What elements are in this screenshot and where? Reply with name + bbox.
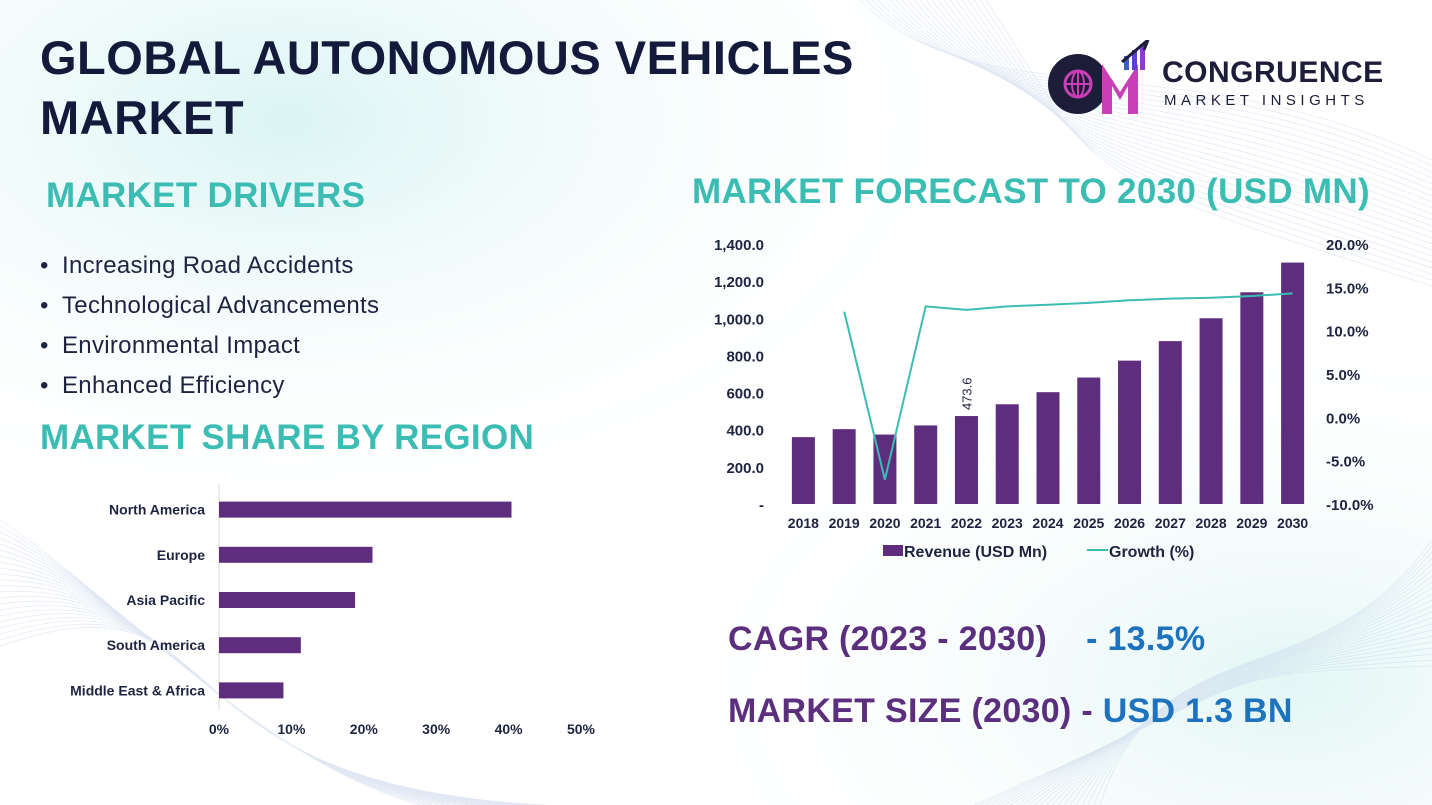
forecast-year-label: 2025: [1073, 515, 1104, 531]
region-category-label: Asia Pacific: [126, 592, 205, 608]
cagr-stat: CAGR (2023 - 2030) - 13.5%: [728, 620, 1205, 659]
market-size-stat: MARKET SIZE (2030) - USD 1.3 BN: [728, 692, 1293, 731]
forecast-year-label: 2020: [869, 515, 900, 531]
forecast-left-tick-label: 200.0: [726, 460, 764, 477]
driver-text: Environmental Impact: [62, 332, 301, 359]
region-x-tick-label: 40%: [495, 721, 524, 737]
bullet-icon: •: [40, 292, 49, 319]
forecast-right-tick-label: 15.0%: [1326, 280, 1369, 297]
forecast-year-label: 2029: [1236, 515, 1267, 531]
forecast-data-label: 473.6: [959, 377, 974, 410]
cagr-label: CAGR (2023 - 2030): [728, 620, 1048, 658]
forecast-left-tick-label: -: [759, 497, 764, 514]
logo-name: CONGRUENCE: [1162, 56, 1384, 89]
forecast-right-tick-label: 0.0%: [1326, 410, 1360, 427]
forecast-left-tick-label: 600.0: [726, 386, 764, 403]
logo-subtitle: MARKET INSIGHTS: [1164, 92, 1369, 109]
bullet-icon: •: [40, 332, 49, 359]
forecast-left-tick-label: 1,000.0: [714, 311, 764, 328]
forecast-right-tick-label: -5.0%: [1326, 454, 1365, 471]
forecast-revenue-bar: [914, 425, 938, 504]
forecast-revenue-bar: [1281, 262, 1305, 504]
driver-text: Enhanced Efficiency: [62, 372, 285, 399]
forecast-left-tick-label: 1,400.0: [714, 237, 764, 254]
forecast-revenue-bar: [1118, 360, 1142, 504]
list-item: • Technological Advancements: [40, 288, 379, 328]
region-category-label: North America: [109, 502, 205, 518]
forecast-heading: MARKET FORECAST TO 2030 (USD MN): [692, 172, 1370, 211]
legend-growth-label: Growth (%): [1109, 544, 1194, 561]
market-size-value: USD 1.3 BN: [1102, 692, 1293, 730]
forecast-year-label: 2021: [910, 515, 941, 531]
forecast-right-tick-label: 5.0%: [1326, 367, 1360, 384]
region-bar: [219, 682, 284, 699]
congruence-logo-icon: [1048, 40, 1150, 114]
region-bar: [219, 501, 512, 518]
region-x-tick-label: 20%: [350, 721, 379, 737]
region-category-label: South America: [107, 637, 205, 653]
forecast-year-label: 2026: [1114, 515, 1145, 531]
driver-text: Technological Advancements: [62, 292, 380, 319]
forecast-year-label: 2019: [829, 515, 860, 531]
forecast-left-tick-label: 800.0: [726, 348, 764, 365]
forecast-right-tick-label: 20.0%: [1326, 237, 1369, 254]
list-item: • Enhanced Efficiency: [40, 368, 379, 408]
drivers-heading: MARKET DRIVERS: [46, 176, 366, 215]
region-x-tick-label: 0%: [209, 721, 230, 737]
region-bar: [219, 592, 356, 608]
region-category-label: Europe: [157, 547, 205, 563]
forecast-year-label: 2023: [992, 515, 1023, 531]
forecast-left-tick-label: 1,200.0: [714, 274, 764, 291]
region-share-chart: North America Europe Asia Pacific South Ame…: [70, 484, 596, 737]
forecast-year-label: 2030: [1277, 515, 1308, 531]
forecast-revenue-bar: [832, 429, 856, 504]
forecast-year-label: 2024: [1032, 515, 1063, 531]
forecast-year-label: 2022: [951, 515, 982, 531]
forecast-revenue-bar: [995, 404, 1019, 504]
list-item: • Increasing Road Accidents: [40, 248, 379, 288]
region-heading: MARKET SHARE BY REGION: [40, 418, 535, 457]
market-size-label: MARKET SIZE (2030) -: [728, 692, 1103, 730]
forecast-year-label: 2018: [788, 515, 819, 531]
region-x-tick-label: 30%: [422, 721, 451, 737]
bullet-icon: •: [40, 372, 49, 399]
legend-revenue-swatch: [883, 545, 903, 556]
driver-text: Increasing Road Accidents: [62, 252, 354, 279]
list-item: • Environmental Impact: [40, 328, 379, 368]
bullet-icon: •: [40, 252, 49, 279]
forecast-year-label: 2028: [1195, 515, 1226, 531]
legend-revenue-label: Revenue (USD Mn): [904, 544, 1047, 561]
drivers-list: • Increasing Road Accidents • Technologica…: [40, 248, 379, 408]
forecast-revenue-bar: [1199, 318, 1223, 504]
forecast-right-tick-label: -10.0%: [1326, 497, 1374, 514]
region-category-label: Middle East & Africa: [70, 682, 205, 698]
forecast-revenue-bar: [1077, 377, 1101, 504]
forecast-revenue-bar: [791, 437, 815, 504]
forecast-chart: - 200.0 400.0 600.0 800.0 1,000.0 1,200.0 1,400…: [714, 237, 1374, 561]
page-title: GLOBAL AUTONOMOUS VEHICLES MARKET: [40, 31, 854, 144]
region-x-tick-label: 50%: [567, 721, 596, 737]
forecast-revenue-bar: [1158, 341, 1182, 504]
region-bar: [219, 637, 301, 654]
forecast-year-label: 2027: [1155, 515, 1186, 531]
forecast-revenue-bar: [1240, 292, 1264, 504]
region-bar: [219, 546, 373, 563]
forecast-right-tick-label: 10.0%: [1326, 324, 1369, 341]
forecast-left-tick-label: 400.0: [726, 423, 764, 440]
region-x-tick-label: 10%: [277, 721, 306, 737]
forecast-revenue-bar: [954, 416, 978, 504]
forecast-growth-line: [843, 292, 1293, 480]
forecast-revenue-bar: [1036, 392, 1060, 504]
cagr-value: - 13.5%: [1086, 620, 1206, 658]
